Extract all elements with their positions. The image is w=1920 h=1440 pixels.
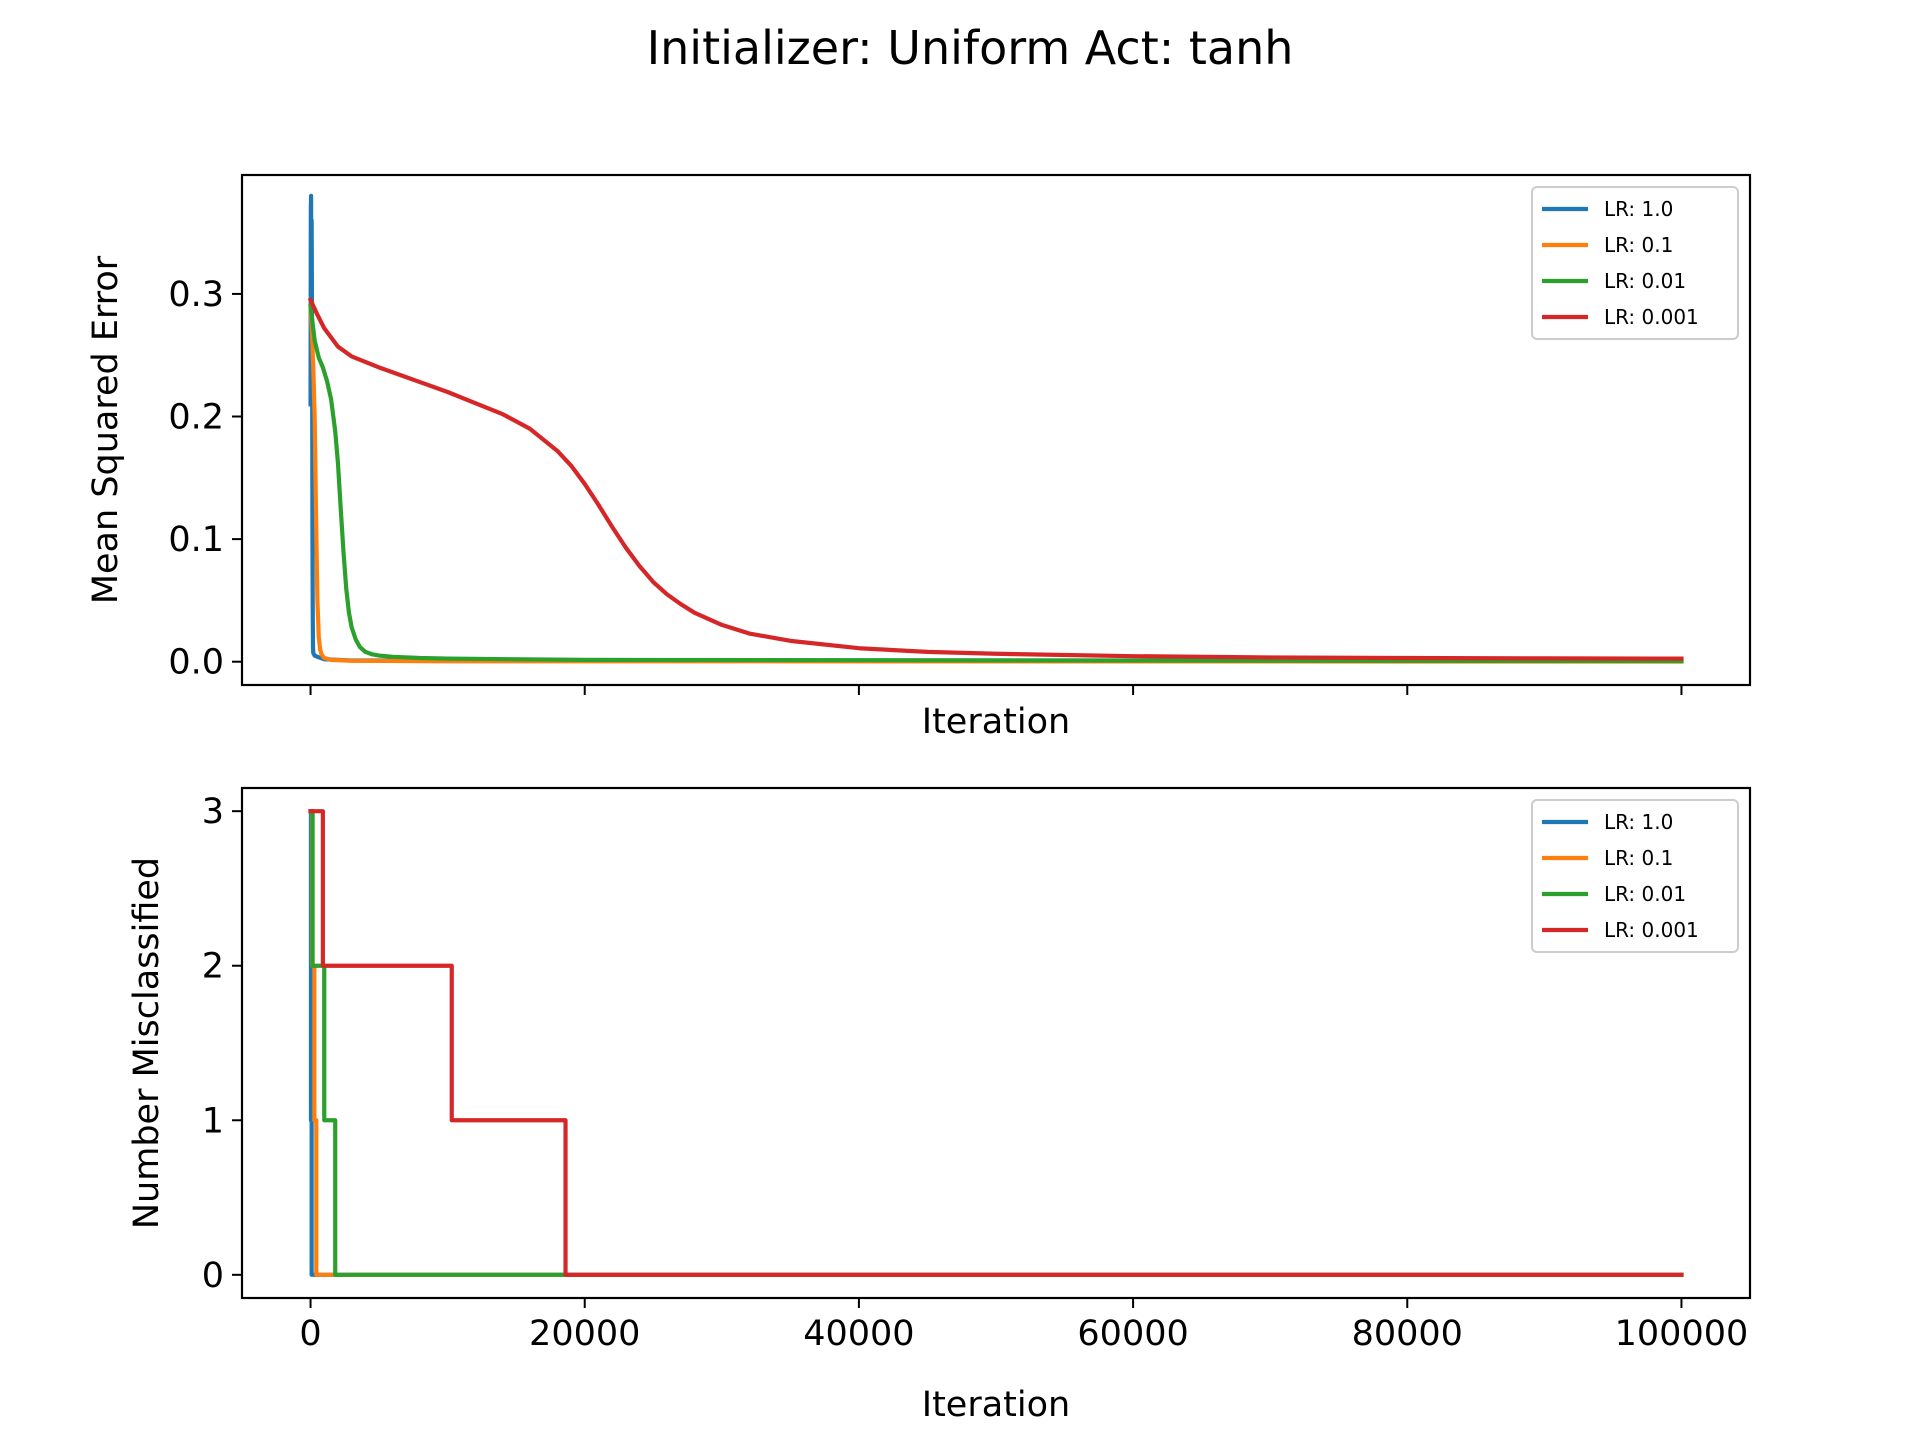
misclassified-legend-label: LR: 0.1 [1604, 846, 1673, 870]
mse-y-axis-label: Mean Squared Error [86, 255, 126, 604]
misclassified-legend-item-lr-1-0: LR: 1.0 [1542, 810, 1673, 834]
misclassified-legend-frame [1531, 799, 1739, 953]
misclassified-series-lr-0-01 [308, 809, 1684, 1277]
mse-y-tick-label: 0.0 [168, 643, 224, 683]
misclassified-y-axis-label: Number Misclassified [127, 857, 167, 1229]
mse-y-tick-label: 0.3 [168, 275, 224, 315]
mse-legend-frame [1531, 186, 1739, 340]
mse-legend-item-lr-0-01: LR: 0.01 [1542, 269, 1686, 293]
mse-subplot: 0.0 0.1 0.2 0.3 Iteration Mean Squared Erro… [86, 173, 1752, 742]
mse-legend-entries: LR: 1.0 LR: 0.1 LR: 0.01 LR: 0.001 [1542, 197, 1699, 329]
misclassified-legend-label: LR: 0.001 [1604, 918, 1699, 942]
misclassified-series-lr-0-001 [308, 809, 1684, 1277]
misclassified-x-tick-label: 100000 [1615, 1314, 1749, 1354]
mse-legend-item-lr-1-0: LR: 1.0 [1542, 197, 1673, 221]
mse-y-axis: 0.0 0.1 0.2 0.3 [168, 275, 242, 683]
mse-legend: LR: 1.0 LR: 0.1 LR: 0.01 LR: 0.001 [1531, 186, 1739, 340]
mse-y-tick-label: 0.1 [168, 520, 224, 560]
mse-legend-label: LR: 1.0 [1604, 197, 1673, 221]
misclassified-y-tick-label: 1 [202, 1101, 224, 1141]
mse-series-lr-0-01 [308, 303, 1684, 664]
misclassified-x-tick-label: 20000 [529, 1314, 640, 1354]
misclassified-x-tick-label: 60000 [1077, 1314, 1188, 1354]
misclassified-legend-item-lr-0-001: LR: 0.001 [1542, 918, 1699, 942]
misclassified-x-tick-label: 40000 [803, 1314, 914, 1354]
mse-legend-label: LR: 0.01 [1604, 269, 1686, 293]
misclassified-x-tick-label: 0 [299, 1314, 321, 1354]
misclassified-legend-entries: LR: 1.0 LR: 0.1 LR: 0.01 LR: 0.001 [1542, 810, 1699, 942]
mse-x-axis-label: Iteration [922, 702, 1070, 742]
misclassified-legend-item-lr-0-1: LR: 0.1 [1542, 846, 1673, 870]
figure-title: Initializer: Uniform Act: tanh [647, 21, 1294, 75]
mse-axes-frame [240, 173, 1752, 687]
mse-legend-label: LR: 0.001 [1604, 305, 1699, 329]
misclassified-y-tick-label: 3 [202, 792, 224, 832]
misclassified-y-axis: 0 1 2 3 [202, 792, 242, 1296]
misclassified-y-tick-label: 2 [202, 947, 224, 987]
misclassified-x-axis: 0 20000 40000 60000 80000 100000 [299, 1298, 1748, 1354]
mse-x-axis [309, 685, 1683, 695]
mse-series-lr-0-001 [307, 297, 1684, 661]
misclassified-legend-label: LR: 1.0 [1604, 810, 1673, 834]
misclassified-subplot: 0 20000 40000 60000 80000 100000 0 1 2 3 Iterati… [127, 786, 1752, 1425]
mse-legend-item-lr-0-001: LR: 0.001 [1542, 305, 1699, 329]
mse-legend-item-lr-0-1: LR: 0.1 [1542, 233, 1673, 257]
mse-legend-label: LR: 0.1 [1604, 233, 1673, 257]
mse-series-layer [307, 193, 1684, 664]
misclassified-x-axis-label: Iteration [922, 1385, 1070, 1425]
mse-series-lr-0-1 [308, 303, 1684, 664]
misclassified-x-tick-label: 80000 [1352, 1314, 1463, 1354]
misclassified-y-tick-label: 0 [202, 1256, 224, 1296]
misclassified-legend: LR: 1.0 LR: 0.1 LR: 0.01 LR: 0.001 [1531, 799, 1739, 953]
mse-series-lr-1-0 [308, 193, 1684, 664]
misclassified-axes-frame [240, 786, 1752, 1300]
misclassified-legend-item-lr-0-01: LR: 0.01 [1542, 882, 1686, 906]
misclassified-legend-label: LR: 0.01 [1604, 882, 1686, 906]
mse-y-tick-label: 0.2 [168, 398, 224, 438]
misclassified-series-layer [308, 809, 1684, 1277]
